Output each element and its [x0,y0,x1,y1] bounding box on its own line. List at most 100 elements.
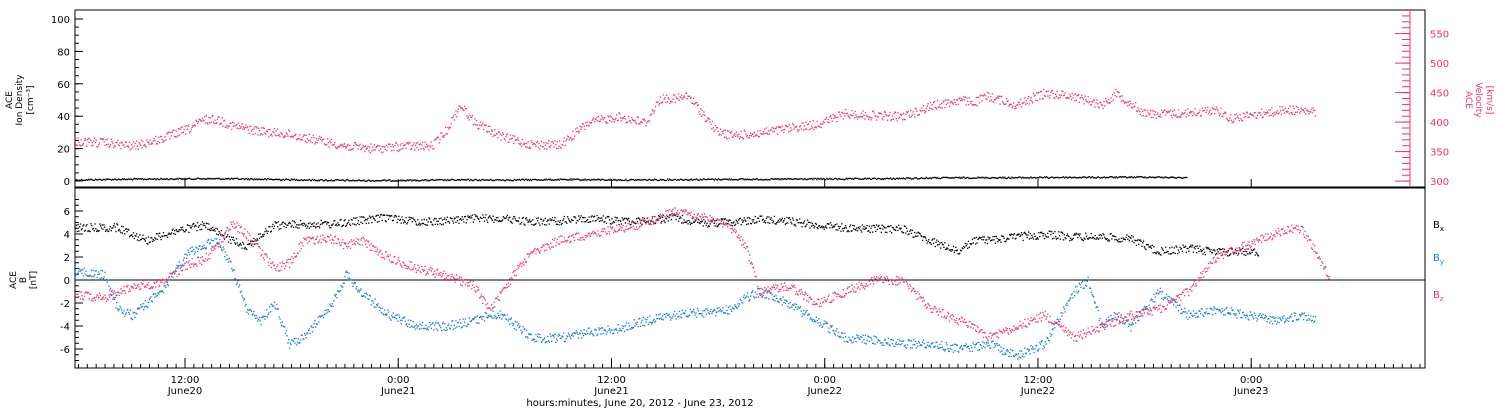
velocity-point [90,140,92,142]
velocity-point [1215,109,1217,111]
bx-point [915,235,917,237]
density-point [1115,176,1117,178]
bx-point [466,219,468,221]
by-point [127,308,129,311]
velocity-point [436,137,438,139]
density-point [811,177,813,179]
velocity-point [1232,121,1234,124]
by-point [185,257,188,259]
bx-point [354,217,356,219]
density-point [713,179,715,181]
bx-point [127,228,129,230]
bx-point [1158,252,1161,254]
bx-point [899,228,901,230]
bx-point [197,222,199,224]
bx-point [1075,232,1077,234]
by-point [248,309,250,312]
density-point [976,177,978,179]
bx-point [937,240,939,243]
density-point [859,178,861,180]
bx-point [120,225,123,227]
density-point [1170,176,1172,178]
bx-point [769,222,771,224]
density-point [1042,177,1044,179]
velocity-point [158,137,160,139]
density-point [235,177,237,180]
bx-point [532,224,535,226]
velocity-point [238,128,240,130]
velocity-point [645,125,647,127]
bx-point [1171,246,1173,248]
by-point [227,258,229,260]
bx-point [107,230,109,233]
velocity-point [391,150,393,152]
bx-point [1118,238,1120,240]
density-point [1019,176,1021,178]
velocity-point [818,126,821,128]
density-point [83,179,85,181]
velocity-point [521,145,523,147]
density-point [525,178,527,180]
velocity-point [744,130,746,132]
velocity-point [1164,109,1166,111]
bx-point [286,224,288,226]
velocity-point [867,115,869,118]
velocity-tick-label: 300 [1430,177,1449,188]
density-point [897,178,900,180]
velocity-point [1192,111,1195,113]
bx-point [516,220,518,222]
bx-point [769,218,772,220]
velocity-point [697,104,699,106]
velocity-point [1071,92,1073,95]
density-point [1069,176,1072,178]
bx-point [1212,249,1214,251]
bx-point [270,230,272,232]
velocity-point [676,97,678,100]
density-point [465,179,467,181]
velocity-point [700,115,703,117]
bx-point [371,221,373,224]
bx-point [378,220,380,223]
bx-point [631,220,634,222]
velocity-point [803,129,805,131]
velocity-point [235,124,238,126]
bx-point [835,229,837,231]
velocity-point [1145,115,1147,117]
bx-point [782,221,784,223]
density-point [842,178,844,180]
bx-point [334,224,337,226]
bx-point [1078,235,1080,237]
velocity-point [721,130,723,133]
velocity-point [724,129,726,131]
bx-point [632,221,634,223]
velocity-point [145,146,147,148]
velocity-point [1107,102,1109,104]
velocity-point [742,137,744,139]
bx-point [362,216,364,218]
bx-point [540,218,543,221]
velocity-point [952,102,954,104]
bx-point [1030,237,1032,239]
velocity-point [445,126,447,129]
bx-point [768,216,770,218]
density-point [1044,176,1046,178]
velocity-point [1226,119,1229,121]
density-point [283,179,286,181]
density-point [767,178,769,181]
bx-point [100,225,102,227]
velocity-point [858,116,860,118]
velocity-point [622,116,624,119]
velocity-point [609,115,612,117]
velocity-point [588,125,590,127]
velocity-point [79,144,81,146]
velocity-point [1120,100,1122,102]
density-point [442,179,444,181]
bx-point [220,230,223,232]
bx-point [1210,249,1212,251]
by-point [358,291,360,293]
bx-point [589,220,592,223]
by-point [300,334,303,336]
bx-point [953,251,955,253]
bx-point [1042,235,1044,237]
density-point [1157,176,1159,178]
